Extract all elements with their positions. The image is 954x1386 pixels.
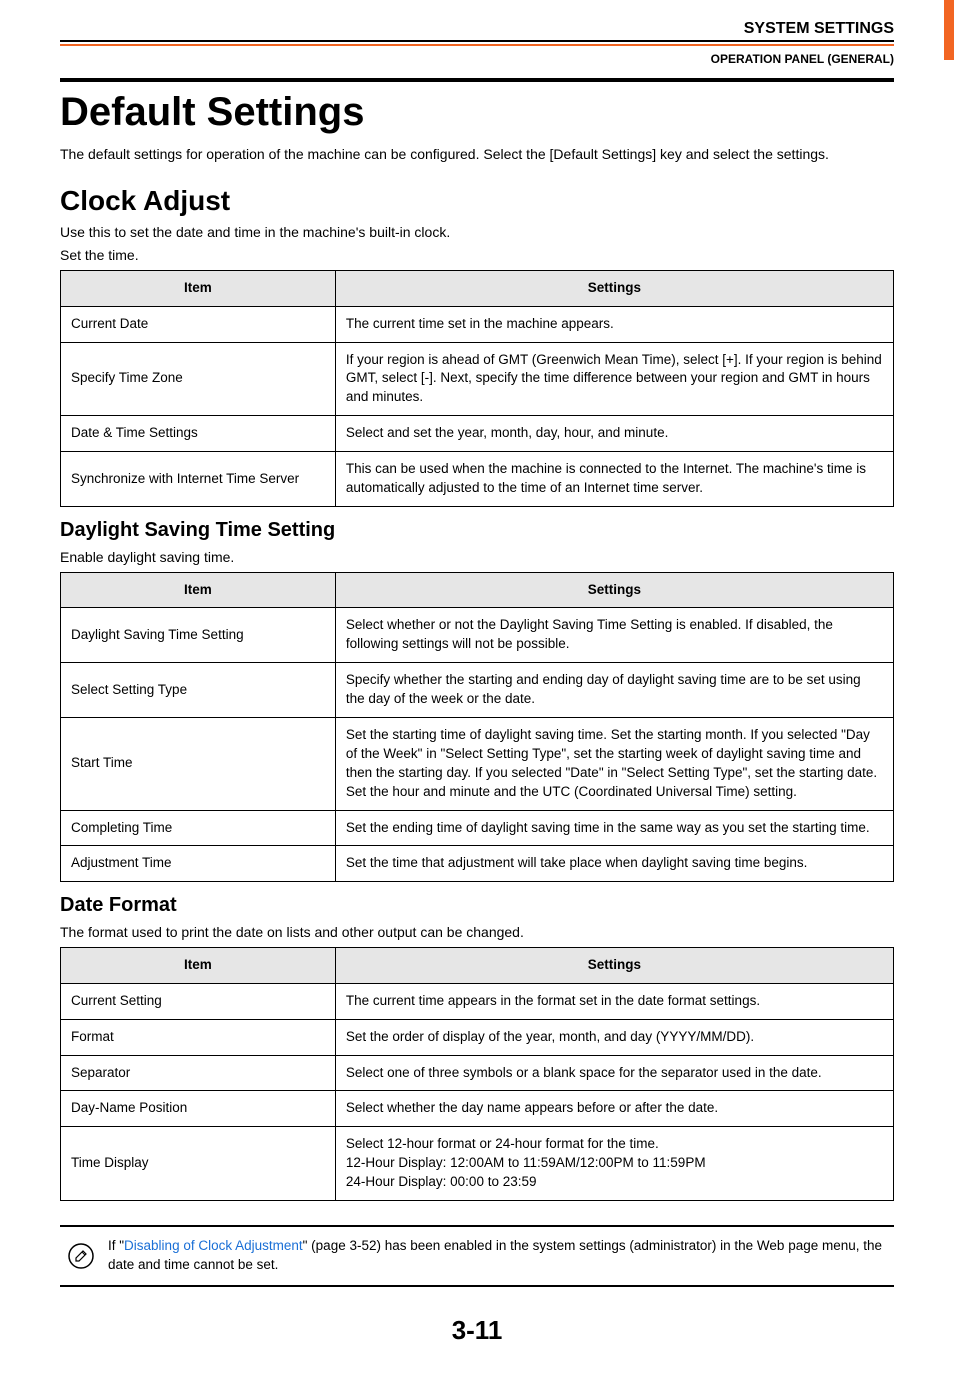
cell-settings: Set the time that adjustment will take p…: [335, 846, 893, 882]
cell-settings: Set the starting time of daylight saving…: [335, 717, 893, 810]
cell-item: Current Setting: [61, 983, 336, 1019]
cell-settings: The current time set in the machine appe…: [335, 306, 893, 342]
cell-settings: If your region is ahead of GMT (Greenwic…: [335, 342, 893, 416]
note-pre: If ": [108, 1238, 124, 1253]
header-rule-top: [60, 40, 894, 42]
table-header-item: Item: [61, 947, 336, 983]
cell-settings: Select and set the year, month, day, hou…: [335, 416, 893, 452]
cell-settings: Set the ending time of daylight saving t…: [335, 810, 893, 846]
section-desc: Use this to set the date and time in the…: [60, 223, 894, 243]
table-header-item: Item: [61, 270, 336, 306]
cell-item: Date & Time Settings: [61, 416, 336, 452]
table-header-settings: Settings: [335, 572, 893, 608]
section-heading-clock-adjust: Clock Adjust: [60, 185, 894, 217]
table-row: Select Setting TypeSpecify whether the s…: [61, 663, 894, 718]
cell-item: Current Date: [61, 306, 336, 342]
table-date-format: Item Settings Current SettingThe current…: [60, 947, 894, 1201]
section-heading-dst: Daylight Saving Time Setting: [60, 519, 894, 542]
section-desc: Enable daylight saving time.: [60, 548, 894, 568]
table-row: Specify Time ZoneIf your region is ahead…: [61, 342, 894, 416]
table-row: Day-Name PositionSelect whether the day …: [61, 1091, 894, 1127]
section-heading-date-format: Date Format: [60, 894, 894, 917]
section-desc: Set the time.: [60, 246, 894, 266]
header-subsection: OPERATION PANEL (GENERAL): [60, 52, 894, 66]
table-row: Current DateThe current time set in the …: [61, 306, 894, 342]
title-rule: [60, 78, 894, 82]
cell-settings: Select one of three symbols or a blank s…: [335, 1055, 893, 1091]
table-row: SeparatorSelect one of three symbols or …: [61, 1055, 894, 1091]
intro-text: The default settings for operation of th…: [60, 145, 894, 165]
table-dst: Item Settings Daylight Saving Time Setti…: [60, 572, 894, 883]
header-rule-accent: [60, 44, 894, 46]
table-header-settings: Settings: [335, 270, 893, 306]
pencil-icon: [68, 1243, 94, 1269]
table-row: Start TimeSet the starting time of dayli…: [61, 717, 894, 810]
cell-item: Synchronize with Internet Time Server: [61, 452, 336, 507]
cell-item: Daylight Saving Time Setting: [61, 608, 336, 663]
table-row: Adjustment TimeSet the time that adjustm…: [61, 846, 894, 882]
cell-item: Format: [61, 1019, 336, 1055]
accent-bar: [944, 0, 954, 60]
cell-item: Select Setting Type: [61, 663, 336, 718]
table-row: Date & Time SettingsSelect and set the y…: [61, 416, 894, 452]
table-row: Daylight Saving Time SettingSelect wheth…: [61, 608, 894, 663]
cell-settings: Select whether or not the Daylight Savin…: [335, 608, 893, 663]
table-row: Completing TimeSet the ending time of da…: [61, 810, 894, 846]
note-text: If "Disabling of Clock Adjustment" (page…: [108, 1237, 886, 1275]
table-row: FormatSet the order of display of the ye…: [61, 1019, 894, 1055]
cell-settings: This can be used when the machine is con…: [335, 452, 893, 507]
section-desc: The format used to print the date on lis…: [60, 923, 894, 943]
page-title: Default Settings: [60, 90, 894, 135]
cell-settings: Select whether the day name appears befo…: [335, 1091, 893, 1127]
header-chapter: SYSTEM SETTINGS: [60, 20, 894, 38]
cell-item: Completing Time: [61, 810, 336, 846]
cell-item: Start Time: [61, 717, 336, 810]
cell-settings: Select 12-hour format or 24-hour format …: [335, 1127, 893, 1201]
table-row: Time DisplaySelect 12-hour format or 24-…: [61, 1127, 894, 1201]
cell-item: Specify Time Zone: [61, 342, 336, 416]
cell-settings: The current time appears in the format s…: [335, 983, 893, 1019]
page-number: 3-11: [60, 1315, 894, 1346]
note-box: If "Disabling of Clock Adjustment" (page…: [60, 1225, 894, 1287]
cell-settings: Set the order of display of the year, mo…: [335, 1019, 893, 1055]
table-header-item: Item: [61, 572, 336, 608]
table-row: Current SettingThe current time appears …: [61, 983, 894, 1019]
cell-item: Separator: [61, 1055, 336, 1091]
cell-item: Time Display: [61, 1127, 336, 1201]
cell-item: Adjustment Time: [61, 846, 336, 882]
table-header-settings: Settings: [335, 947, 893, 983]
table-row: Synchronize with Internet Time ServerThi…: [61, 452, 894, 507]
table-clock-adjust: Item Settings Current DateThe current ti…: [60, 270, 894, 507]
cell-item: Day-Name Position: [61, 1091, 336, 1127]
note-link[interactable]: Disabling of Clock Adjustment: [124, 1238, 303, 1253]
cell-settings: Specify whether the starting and ending …: [335, 663, 893, 718]
